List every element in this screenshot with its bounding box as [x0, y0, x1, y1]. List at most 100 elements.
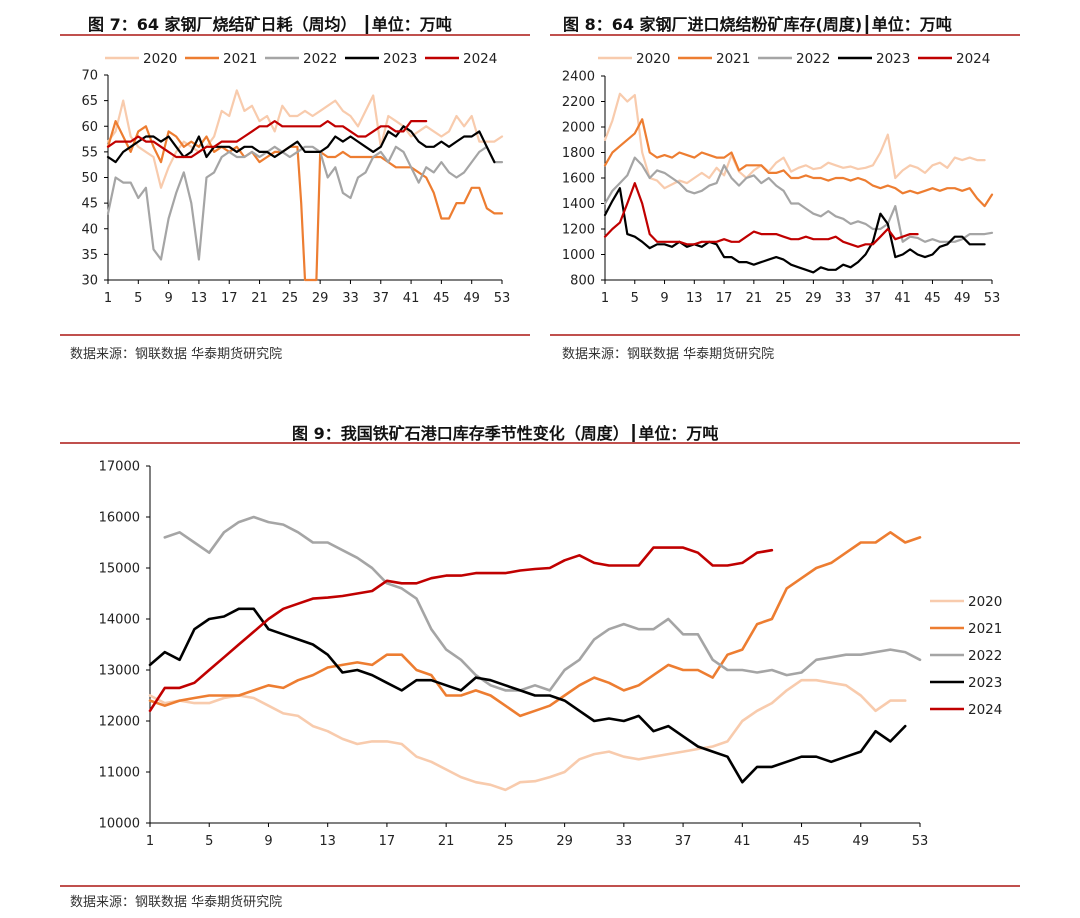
fig8-x-tick-label: 45 [924, 291, 941, 306]
fig8-x-tick-label: 33 [835, 291, 852, 306]
fig8-legend-label-2023: 2023 [876, 51, 910, 67]
fig9-legend-label-2024: 2024 [968, 702, 1002, 718]
fig8-legend-label-2022: 2022 [796, 51, 830, 67]
fig8-x-tick-label: 49 [954, 291, 971, 306]
fig8-y-tick-label: 2200 [562, 95, 595, 110]
fig7-x-tick-label: 9 [164, 291, 172, 306]
fig7-x-tick-label: 17 [221, 291, 238, 306]
fig9-y-tick-label: 14000 [99, 613, 140, 628]
fig7-legend-label-2023: 2023 [383, 51, 417, 67]
fig7-title: 图 7：64 家钢厂烧结矿日耗（周均） ┃单位：万吨 [88, 15, 452, 34]
fig7-y-tick-label: 60 [81, 120, 98, 135]
fig9-x-tick-label: 21 [438, 834, 455, 849]
fig7-x-tick-label: 37 [372, 291, 389, 306]
fig7-series-line-2020 [106, 89, 504, 189]
fig9-x-tick-label: 45 [793, 834, 810, 849]
fig7-x-tick-label: 21 [251, 291, 268, 306]
fig9-bottom-rule [60, 885, 1020, 887]
fig7-x-tick-label: 53 [494, 291, 511, 306]
fig8-x-tick-label: 37 [865, 291, 882, 306]
fig9-y-tick-label: 16000 [99, 511, 140, 526]
fig7-legend-label-2024: 2024 [463, 51, 497, 67]
fig9-x-tick-label: 41 [734, 834, 751, 849]
fig8-y-tick-label: 1600 [562, 172, 595, 187]
fig8-x-tick-label: 17 [716, 291, 733, 306]
fig7-x-tick-label: 45 [433, 291, 450, 306]
fig9-x-tick-label: 25 [497, 834, 514, 849]
fig8-x-tick-label: 9 [660, 291, 668, 306]
fig8-y-tick-label: 800 [570, 274, 595, 289]
fig9-y-tick-label: 15000 [99, 562, 140, 577]
fig7-y-tick-label: 55 [81, 145, 98, 160]
fig8-x-tick-label: 5 [631, 291, 639, 306]
fig9-x-tick-label: 53 [912, 834, 929, 849]
fig7-series-line-2021 [106, 119, 504, 282]
fig7-legend-label-2022: 2022 [303, 51, 337, 67]
fig7-x-tick-label: 25 [282, 291, 299, 306]
fig8-title: 图 8：64 家钢厂进口烧结粉矿库存(周度)┃单位：万吨 [563, 15, 952, 34]
fig7-y-tick-label: 35 [81, 248, 98, 263]
fig9-x-tick-label: 1 [146, 834, 154, 849]
fig9-legend-label-2021: 2021 [968, 621, 1002, 637]
fig8-x-tick-label: 21 [746, 291, 763, 306]
fig9-y-tick-label: 11000 [99, 766, 140, 781]
fig7-legend-label-2021: 2021 [223, 51, 257, 67]
fig7-source: 数据来源：钢联数据 华泰期货研究院 [70, 347, 283, 362]
fig8-series-line-2023 [603, 187, 986, 274]
fig9-y-tick-label: 13000 [99, 664, 140, 679]
fig7-x-tick-label: 29 [312, 291, 329, 306]
fig7-bottom-rule [60, 334, 530, 336]
fig8-series-line-2022 [603, 156, 994, 243]
fig8-x-tick-label: 53 [984, 291, 1001, 306]
fig7-x-tick-label: 33 [342, 291, 359, 306]
fig8-title-rule [550, 34, 1020, 36]
fig9-title-rule [60, 442, 1020, 444]
fig7-y-tick-label: 40 [81, 222, 98, 237]
fig9-y-tick-label: 17000 [99, 460, 140, 475]
fig7-x-tick-label: 13 [191, 291, 208, 306]
fig9-x-tick-label: 33 [616, 834, 633, 849]
fig9-x-tick-label: 5 [205, 834, 213, 849]
fig8-legend-label-2024: 2024 [956, 51, 990, 67]
fig8-x-tick-label: 1 [601, 291, 609, 306]
fig7-x-tick-label: 1 [104, 291, 112, 306]
fig8-legend-label-2021: 2021 [716, 51, 750, 67]
fig8-x-tick-label: 13 [686, 291, 703, 306]
fig9-legend-label-2022: 2022 [968, 648, 1002, 664]
fig8-series-line-2020 [603, 92, 986, 190]
fig7-y-tick-label: 30 [81, 274, 98, 289]
fig8-x-tick-label: 41 [894, 291, 911, 306]
fig9-series-line-2023 [148, 607, 907, 784]
fig9-x-tick-label: 13 [319, 834, 336, 849]
fig9-series-line-2020 [148, 678, 907, 792]
fig9-x-tick-label: 29 [556, 834, 573, 849]
fig7-y-tick-label: 70 [81, 69, 98, 84]
fig9-y-tick-label: 12000 [99, 715, 140, 730]
fig9-x-tick-label: 37 [675, 834, 692, 849]
fig7-y-tick-label: 50 [81, 171, 98, 186]
fig9-title: 图 9：我国铁矿石港口库存季节性变化（周度）┃单位：万吨 [292, 424, 719, 443]
fig7-legend-label-2020: 2020 [143, 51, 177, 67]
fig9-series-line-2024 [148, 546, 774, 713]
fig9-x-tick-label: 49 [852, 834, 869, 849]
fig8-bottom-rule [550, 334, 1020, 336]
fig8-y-tick-label: 1400 [562, 197, 595, 212]
fig7-y-tick-label: 65 [81, 94, 98, 109]
fig9-series-line-2022 [163, 515, 922, 692]
fig8-y-tick-label: 2000 [562, 121, 595, 136]
fig7-x-tick-label: 41 [403, 291, 420, 306]
fig9-x-tick-label: 17 [379, 834, 396, 849]
fig8-y-tick-label: 1200 [562, 223, 595, 238]
fig8-series-line-2024 [603, 182, 919, 248]
fig8-x-tick-label: 25 [775, 291, 792, 306]
fig9-source: 数据来源：钢联数据 华泰期货研究院 [70, 895, 283, 910]
fig9-y-tick-label: 10000 [99, 817, 140, 832]
fig8-y-tick-label: 1800 [562, 146, 595, 161]
fig7-x-tick-label: 5 [134, 291, 142, 306]
fig9-legend-label-2023: 2023 [968, 675, 1002, 691]
fig9-series-line-2021 [148, 530, 922, 718]
fig7-series-line-2023 [106, 125, 496, 164]
